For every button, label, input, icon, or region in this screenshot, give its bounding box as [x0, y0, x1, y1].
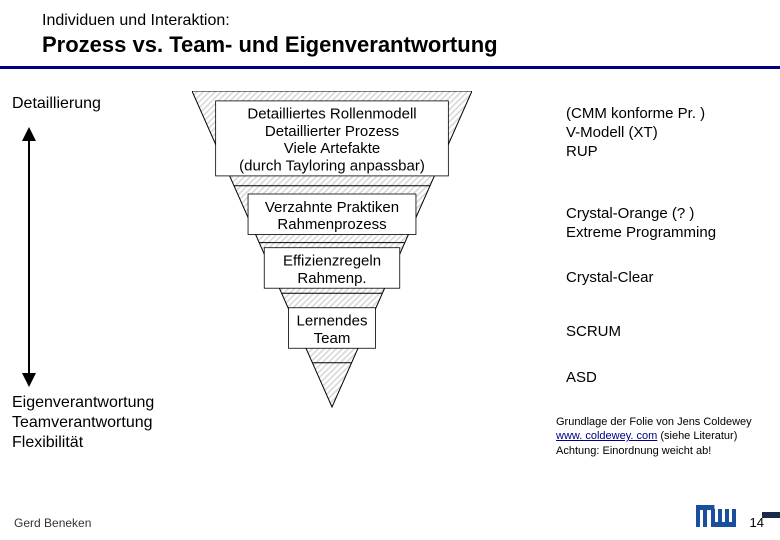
rg2-l1: Crystal-Orange (? )	[566, 205, 716, 224]
tum-logo-icon	[696, 505, 736, 532]
footer-author: Gerd Beneken	[14, 516, 91, 530]
title: Prozess vs. Team- und Eigenverantwortung	[42, 32, 738, 58]
vertical-double-arrow	[18, 127, 40, 387]
rg4-l1: SCRUM	[566, 323, 621, 342]
footnote-post1: (siehe Literatur)	[660, 430, 737, 442]
svg-text:Detaillierter Prozess: Detaillierter Prozess	[265, 123, 399, 140]
right-group-5: ASD	[566, 369, 597, 388]
svg-text:Detailliertes Rollenmodell: Detailliertes Rollenmodell	[247, 106, 416, 123]
rg3-l1: Crystal-Clear	[566, 269, 654, 288]
svg-text:Team: Team	[314, 330, 351, 347]
svg-text:Viele Artefakte: Viele Artefakte	[284, 140, 380, 157]
svg-text:Rahmenprozess: Rahmenprozess	[277, 216, 386, 233]
svg-text:Effizienzregeln: Effizienzregeln	[283, 253, 381, 270]
footnote-pre: Grundlage der Folie von Jens Coldewey	[556, 416, 752, 428]
suptitle: Individuen und Interaktion:	[42, 12, 738, 30]
left-column: Detaillierung	[12, 95, 182, 113]
svg-text:Rahmenp.: Rahmenp.	[297, 270, 366, 287]
rg2-l2: Extreme Programming	[566, 224, 716, 243]
content-area: Detaillierung Eigenverantwortung Teamver…	[0, 69, 780, 489]
left-bottom-3: Flexibilität	[12, 433, 154, 453]
right-group-4: SCRUM	[566, 323, 621, 342]
svg-text:Lernendes: Lernendes	[297, 313, 368, 330]
left-bottom-1: Eigenverantwortung	[12, 393, 154, 413]
rg1-l1: (CMM konforme Pr. )	[566, 105, 705, 124]
footnote-link[interactable]: www. coldewey. com	[556, 430, 657, 442]
left-top-label: Detaillierung	[12, 95, 182, 113]
rg5-l1: ASD	[566, 369, 597, 388]
footnote-post2: Achtung: Einordnung weicht ab!	[556, 445, 711, 457]
left-bottom-2: Teamverantwortung	[12, 413, 154, 433]
rg1-l3: RUP	[566, 143, 705, 162]
slide-header: Individuen und Interaktion: Prozess vs. …	[0, 0, 780, 69]
left-bottom-labels: Eigenverantwortung Teamverantwortung Fle…	[12, 393, 154, 453]
corner-bar-icon	[762, 512, 780, 518]
footnote: Grundlage der Folie von Jens Coldewey ww…	[556, 415, 774, 458]
right-group-3: Crystal-Clear	[566, 269, 654, 288]
right-group-2: Crystal-Orange (? ) Extreme Programming	[566, 205, 716, 243]
svg-text:(durch Tayloring anpassbar): (durch Tayloring anpassbar)	[239, 157, 425, 174]
triangle-diagram: Detailliertes RollenmodellDetaillierter …	[192, 91, 472, 431]
right-group-1: (CMM konforme Pr. ) V-Modell (XT) RUP	[566, 105, 705, 161]
svg-text:Verzahnte Praktiken: Verzahnte Praktiken	[265, 199, 399, 216]
rg1-l2: V-Modell (XT)	[566, 124, 705, 143]
page-number: 14	[750, 515, 764, 530]
